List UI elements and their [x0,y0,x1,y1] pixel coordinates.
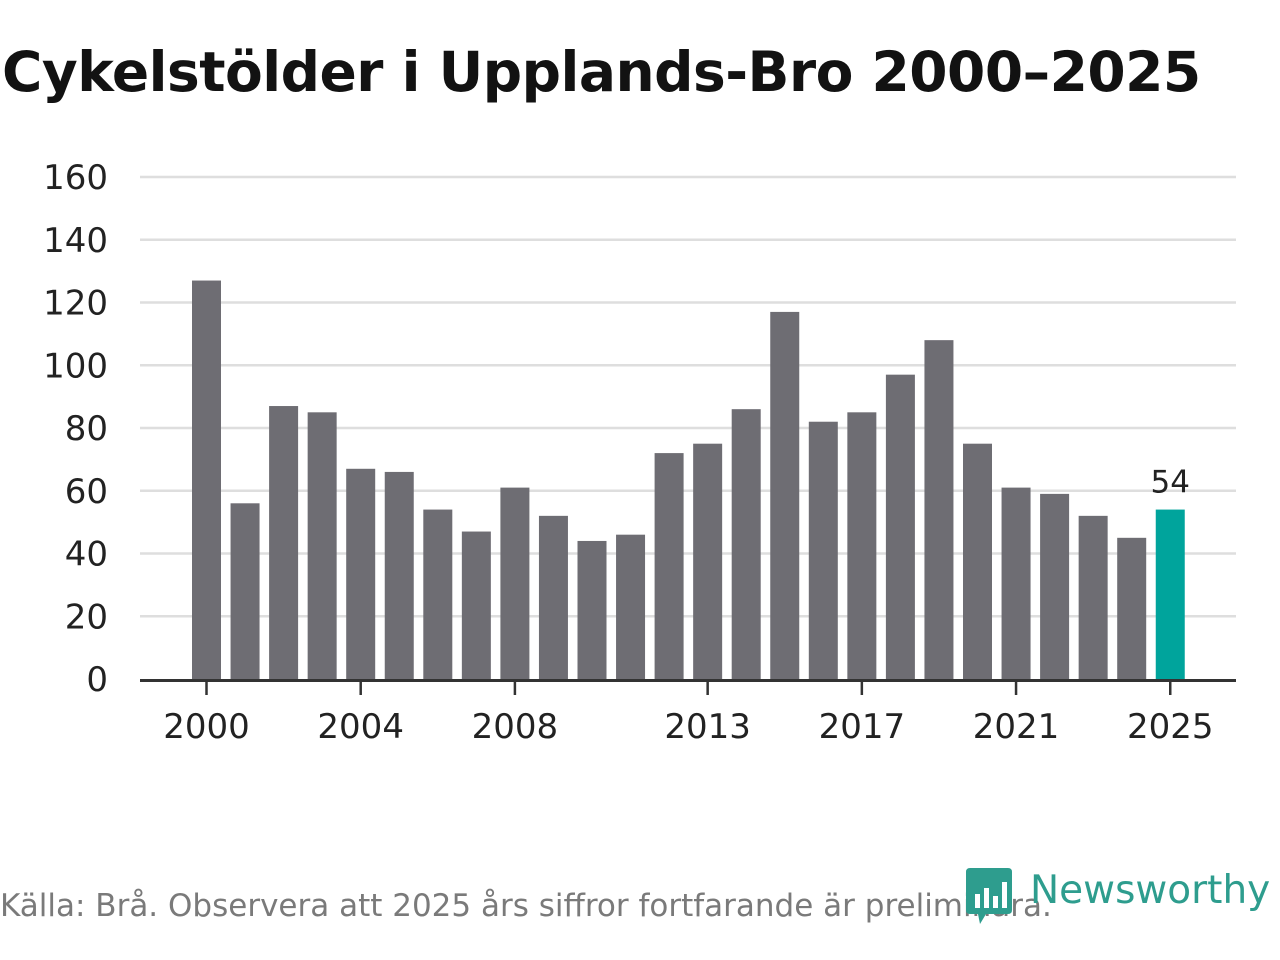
bar-2018 [885,374,915,679]
x-tick-label-2008: 2008 [472,707,559,747]
bar-chart-icon [966,868,1012,924]
bar-2006 [423,509,453,679]
brand-name: Newsworthy [1030,867,1271,913]
y-tick-label: 160 [43,158,108,198]
chart-title: Cykelstölder i Upplands-Bro 2000–2025 [2,40,1201,104]
y-tick-label: 20 [65,597,108,637]
data-label-2025: 54 [1151,465,1190,501]
bar-2021 [1001,487,1031,679]
x-tick-label-2004: 2004 [317,707,404,747]
x-tick-label-2017: 2017 [819,707,906,747]
bar-2003 [307,412,337,679]
bar-2001 [230,503,260,679]
source-note: Källa: Brå. Observera att 2025 års siffr… [0,888,1052,924]
y-tick-label: 60 [65,472,108,512]
y-tick-label: 120 [43,284,108,324]
bar-2016 [808,421,838,679]
bar-2002 [269,406,299,679]
bars [192,280,1185,679]
bar-2024 [1117,537,1147,679]
bar-2020 [963,443,992,679]
bar-2019 [924,340,954,679]
y-tick-label: 140 [43,221,108,261]
bar-2015 [770,311,800,679]
bar-chart: 0 20 40 60 80 100 120 140 160 54 2000 2004 2008 2013 2… [43,158,1236,747]
bar-2010 [577,540,607,679]
x-axis [140,679,1236,695]
x-tick-label-2025: 2025 [1127,707,1214,747]
bar-2007 [461,531,491,679]
bar-2023 [1078,515,1108,679]
bar-2004 [346,468,376,679]
y-tick-label: 0 [86,660,108,700]
bar-2014 [731,409,761,679]
y-tick-label: 40 [65,535,108,575]
bar-2008 [500,487,530,679]
bar-2009 [538,515,568,679]
bar-2000 [192,280,221,679]
bar-2017 [847,412,877,679]
bar-2011 [616,534,646,679]
brand-logo: Newsworthy [964,866,1270,926]
x-tick-label-2021: 2021 [973,707,1060,747]
bar-2012 [654,453,684,679]
y-tick-label: 100 [43,346,108,386]
y-tick-label: 80 [65,409,108,449]
bar-2022 [1040,493,1070,679]
bar-2025 [1155,509,1185,679]
bar-2005 [384,471,414,679]
x-tick-label-2013: 2013 [664,707,751,747]
bar-2013 [693,443,723,679]
tick-labels: 0 20 40 60 80 100 120 140 160 54 2000 2004 2008 2013 2… [43,158,1213,747]
x-tick-label-2000: 2000 [163,707,250,747]
gridlines [140,175,1236,618]
